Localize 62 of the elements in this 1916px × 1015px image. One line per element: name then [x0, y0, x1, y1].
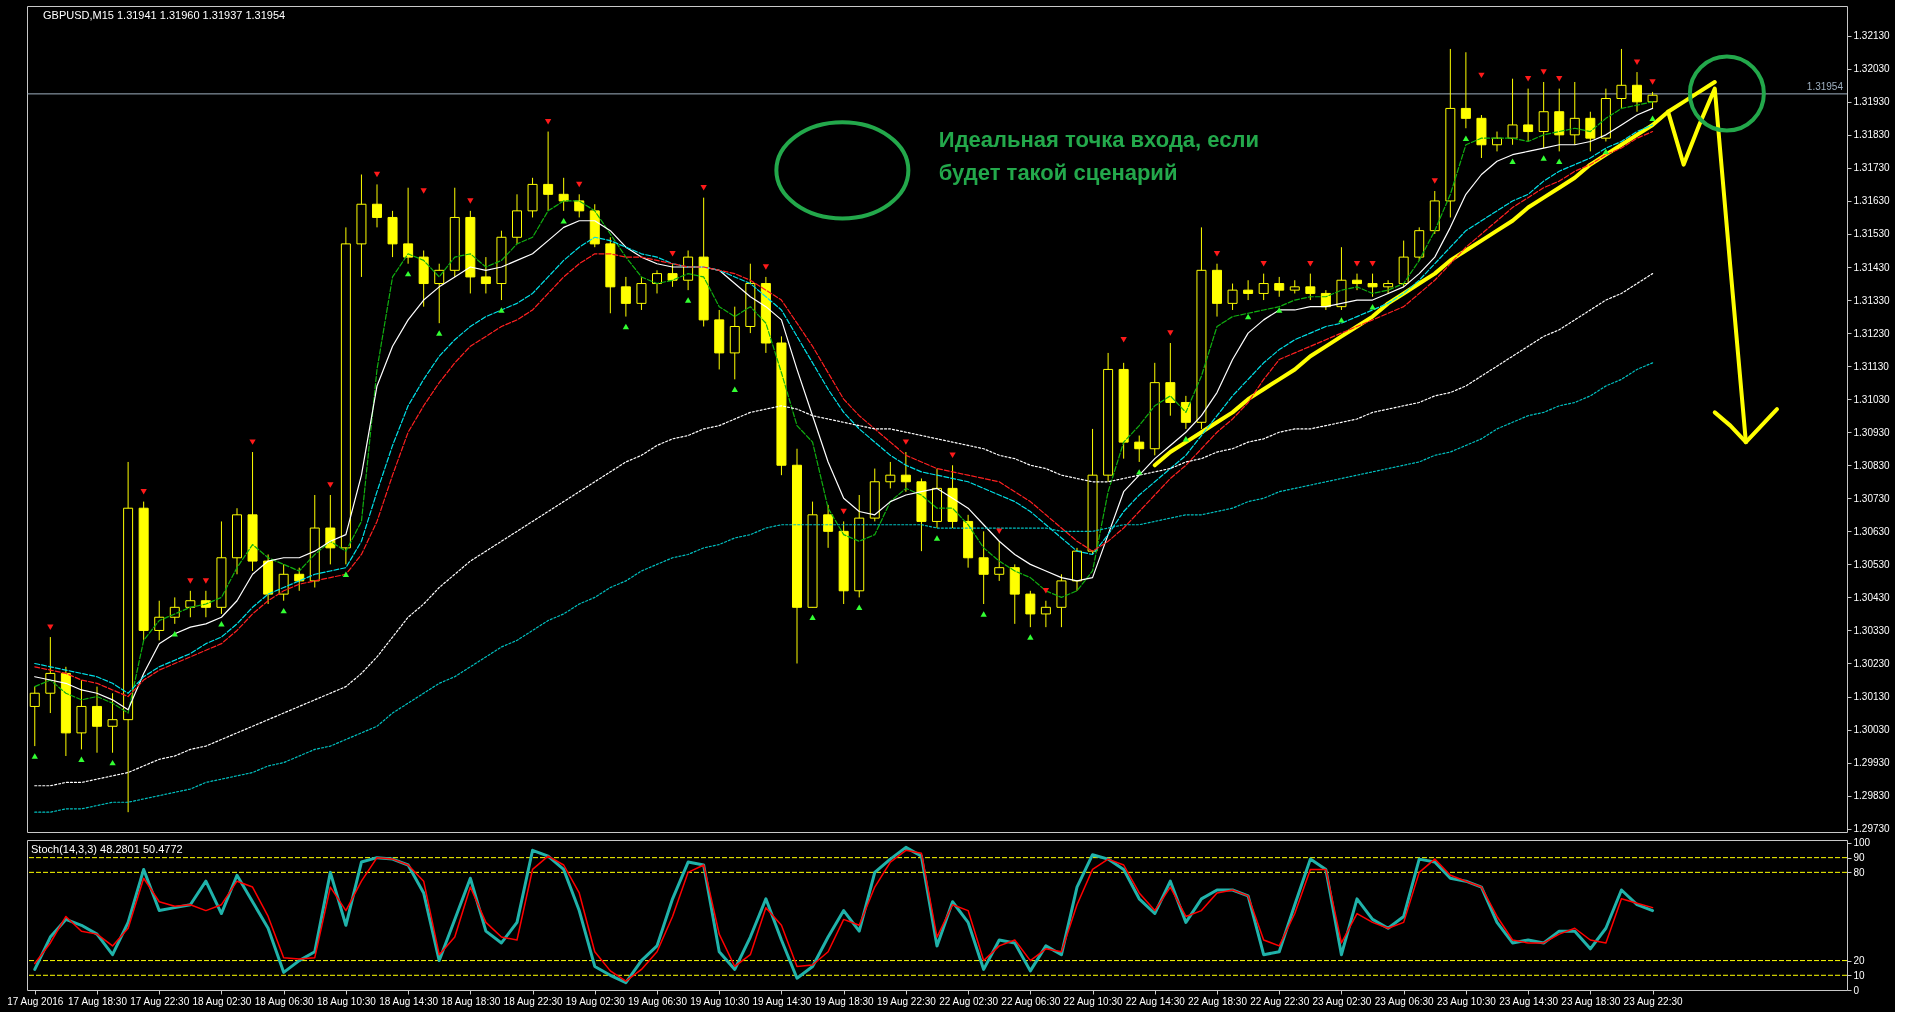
x-tick-label: 23 Aug 10:30 — [1436, 995, 1497, 1007]
y-tick-label: 1.31330 — [1853, 294, 1891, 306]
y-tick-label: 1.30330 — [1853, 624, 1891, 636]
x-tick-label: 19 Aug 18:30 — [814, 995, 875, 1007]
y-tick-label: 1.31130 — [1853, 360, 1890, 372]
y-tick-label: 1.30830 — [1853, 459, 1891, 471]
y-tick-label: 1.31030 — [1853, 393, 1891, 405]
y-tick-label: 10 — [1853, 969, 1866, 981]
y-tick-label: 1.32130 — [1853, 30, 1891, 42]
y-tick-label: 90 — [1853, 852, 1866, 864]
x-tick-label: 17 Aug 18:30 — [68, 995, 128, 1007]
x-tick-label: 19 Aug 22:30 — [876, 995, 937, 1007]
x-tick-label: 22 Aug 22:30 — [1250, 995, 1310, 1007]
x-tick-label: 18 Aug 18:30 — [441, 995, 501, 1007]
x-tick-label: 19 Aug 14:30 — [752, 995, 812, 1007]
y-tick-label: 1.29930 — [1853, 757, 1891, 769]
x-tick-label: 19 Aug 10:30 — [690, 995, 750, 1007]
y-tick-label: 1.29730 — [1853, 823, 1891, 835]
y-tick-label: 1.30030 — [1853, 724, 1891, 736]
y-tick-label: 1.30130 — [1853, 691, 1891, 703]
chart-title: Stoch(14,3,3) 48.2801 50.4772 — [31, 843, 183, 855]
x-tick-label: 18 Aug 06:30 — [254, 995, 315, 1007]
x-tick-label: 19 Aug 06:30 — [628, 995, 688, 1007]
y-tick-label: 1.30730 — [1853, 492, 1891, 504]
x-tick-label: 18 Aug 02:30 — [192, 995, 252, 1007]
y-tick-label: 1.30430 — [1853, 591, 1891, 603]
ref-line-label: 1.31954 — [1806, 80, 1844, 92]
chart-title: GBPUSD,M15 1.31941 1.31960 1.31937 1.31954 — [43, 9, 286, 21]
y-tick-label: 1.31730 — [1853, 162, 1891, 174]
x-tick-label: 23 Aug 22:30 — [1623, 995, 1683, 1007]
y-tick-label: 1.31430 — [1853, 261, 1891, 273]
y-tick-label: 1.32030 — [1853, 63, 1891, 75]
x-tick-label: 23 Aug 14:30 — [1499, 995, 1559, 1007]
x-tick-label: 22 Aug 18:30 — [1188, 995, 1248, 1007]
x-tick-label: 23 Aug 06:30 — [1374, 995, 1435, 1007]
y-tick-label: 1.30930 — [1853, 426, 1891, 438]
x-tick-label: 23 Aug 18:30 — [1561, 995, 1621, 1007]
y-tick-label: 100 — [1853, 837, 1871, 849]
x-tick-label: 19 Aug 02:30 — [565, 995, 626, 1007]
y-tick-label: 1.30230 — [1853, 658, 1891, 669]
annotation: Идеальная точка входа, если будет такой сценарий — [938, 126, 1260, 185]
y-tick-label: 0 — [1853, 984, 1860, 996]
y-tick-label: 1.30530 — [1853, 558, 1891, 570]
x-tick-label: 17 Aug 2016 — [7, 995, 64, 1007]
y-tick-label: 1.31530 — [1853, 228, 1891, 240]
x-tick-label: 23 Aug 02:30 — [1312, 995, 1372, 1007]
y-tick-label: 1.29830 — [1853, 790, 1891, 802]
y-tick-label: 1.30630 — [1853, 525, 1891, 537]
x-tick-label: 22 Aug 14:30 — [1125, 995, 1186, 1007]
x-tick-label: 18 Aug 22:30 — [503, 995, 563, 1007]
x-tick-label: 22 Aug 06:30 — [1001, 995, 1061, 1007]
x-tick-label: 22 Aug 10:30 — [1063, 995, 1123, 1007]
x-tick-label: 22 Aug 02:30 — [939, 995, 999, 1007]
y-tick-label: 1.31930 — [1853, 96, 1891, 108]
x-tick-label: 18 Aug 10:30 — [316, 995, 377, 1007]
y-tick-label: 1.31830 — [1853, 129, 1891, 141]
x-tick-label: 18 Aug 14:30 — [379, 995, 439, 1007]
y-tick-label: 80 — [1853, 866, 1866, 878]
y-tick-label: 1.31630 — [1853, 195, 1891, 207]
y-tick-label: 1.31230 — [1853, 327, 1891, 339]
y-tick-label: 20 — [1853, 955, 1866, 967]
x-tick-label: 17 Aug 22:30 — [130, 995, 190, 1007]
